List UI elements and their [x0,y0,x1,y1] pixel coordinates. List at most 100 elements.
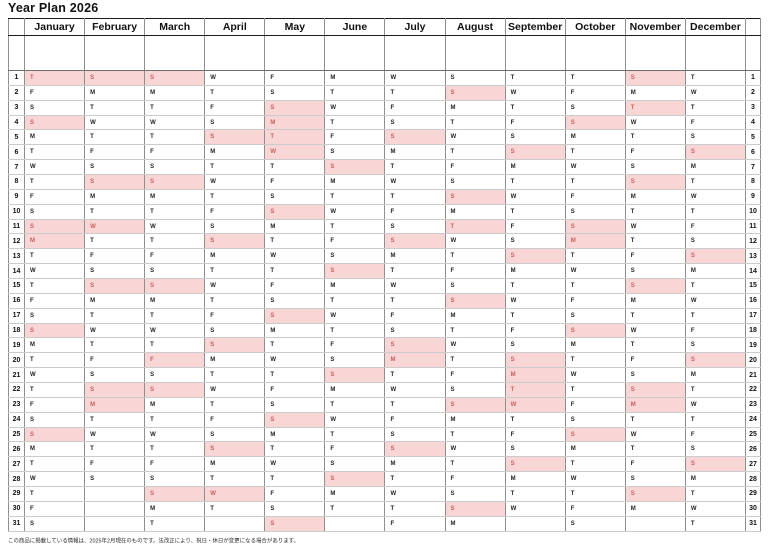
day-cell-may-19: T [264,337,326,354]
day-cell-october-22: T [564,382,626,398]
day-row: 12 M T T S T F S W S M T S 12 [8,233,761,250]
day-cell-january-3: S [23,99,86,116]
day-cell-october-10: S [564,203,626,220]
day-cell-january-28: W [23,471,86,488]
day-cell-march-24: T [144,411,206,428]
day-cell-august-25: T [444,426,506,443]
day-cell-february-27: F [84,456,146,473]
day-row: 15 T S S W F M W S T T S T 15 [8,278,761,294]
day-number-left: 26 [8,441,25,458]
day-cell-november-12: T [624,233,686,250]
day-cell-april-4: S [204,114,266,131]
day-number-right: 7 [745,159,761,176]
day-cell-november-6: F [624,144,686,161]
day-cell-july-29: W [384,486,446,502]
day-cell-february-23: M [84,396,146,413]
day-cell-january-11: S [23,218,86,235]
day-cell-june-7: S [324,159,386,176]
day-cell-march-11: W [144,218,206,235]
spacer-cell [204,35,266,71]
day-cell-october-26: M [564,441,626,458]
day-cell-november-19: T [624,337,686,354]
day-cell-march-30: M [144,500,206,517]
spacer-cell [684,35,747,71]
day-cell-november-16: M [624,292,686,309]
day-cell-november-11: W [624,218,686,235]
day-cell-february-18: W [84,322,146,339]
day-cell-december-11: F [684,218,747,235]
day-cell-february-21: S [84,367,146,384]
day-cell-october-5: M [564,129,626,146]
spacer-cell [264,35,326,71]
day-cell-march-20: F [144,352,206,369]
day-cell-june-30: T [324,500,386,517]
day-cell-february-30 [84,500,146,517]
day-number-left: 4 [8,114,25,131]
day-cell-june-2: T [324,84,386,101]
day-cell-march-7: S [144,159,206,176]
day-cell-august-28: F [444,471,506,488]
day-cell-september-23: W [504,396,566,413]
month-header-july: July [384,18,446,36]
day-cell-may-14: T [264,263,326,280]
day-cell-september-24: T [504,411,566,428]
day-cell-september-12: S [504,233,566,250]
day-number-left: 11 [8,218,25,235]
day-cell-february-29 [84,486,146,502]
day-cell-may-27: W [264,456,326,473]
day-number-right: 8 [745,174,761,190]
day-cell-december-5: S [684,129,747,146]
day-cell-november-18: W [624,322,686,339]
day-number-right: 4 [745,114,761,131]
day-cell-august-14: F [444,263,506,280]
day-cell-august-15: S [444,278,506,294]
day-cell-april-10: F [204,203,266,220]
day-cell-may-6: W [264,144,326,161]
day-cell-december-1: T [684,70,747,86]
day-cell-december-2: W [684,84,747,101]
day-cell-february-11: W [84,218,146,235]
day-cell-october-7: W [564,159,626,176]
day-cell-september-25: F [504,426,566,443]
day-cell-may-23: S [264,396,326,413]
day-cell-june-20: S [324,352,386,369]
spacer-cell [144,35,206,71]
day-cell-may-2: S [264,84,326,101]
day-row: 25 S W W S M T S T F S W F 25 [8,426,761,443]
day-cell-march-31: T [144,515,206,533]
day-cell-may-31: S [264,515,326,533]
day-cell-december-15: T [684,278,747,294]
day-cell-april-23: T [204,396,266,413]
day-cell-january-13: T [23,248,86,265]
day-number-right: 26 [745,441,761,458]
day-cell-may-28: T [264,471,326,488]
day-cell-april-21: T [204,367,266,384]
day-cell-january-7: W [23,159,86,176]
day-number-right: 15 [745,278,761,294]
day-cell-january-29: T [23,486,86,502]
day-cell-november-27: F [624,456,686,473]
spacer-cell [8,35,25,71]
day-number-left: 17 [8,307,25,324]
day-cell-november-25: W [624,426,686,443]
day-cell-may-25: M [264,426,326,443]
day-cell-march-3: T [144,99,206,116]
day-cell-july-7: T [384,159,446,176]
day-cell-november-29: S [624,486,686,502]
day-row: 31 S T S F M S T 31 [8,515,761,533]
day-cell-april-31 [204,515,266,533]
day-cell-december-16: W [684,292,747,309]
day-number-left: 31 [8,515,25,533]
day-cell-february-9: M [84,188,146,205]
day-row: 23 F M M T S T T S W F M W 23 [8,396,761,413]
day-cell-september-19: S [504,337,566,354]
day-cell-july-17: F [384,307,446,324]
day-cell-june-23: T [324,396,386,413]
day-cell-may-20: W [264,352,326,369]
day-cell-july-31: F [384,515,446,533]
day-cell-july-1: W [384,70,446,86]
day-cell-june-8: M [324,174,386,190]
day-cell-may-21: T [264,367,326,384]
day-cell-june-24: W [324,411,386,428]
